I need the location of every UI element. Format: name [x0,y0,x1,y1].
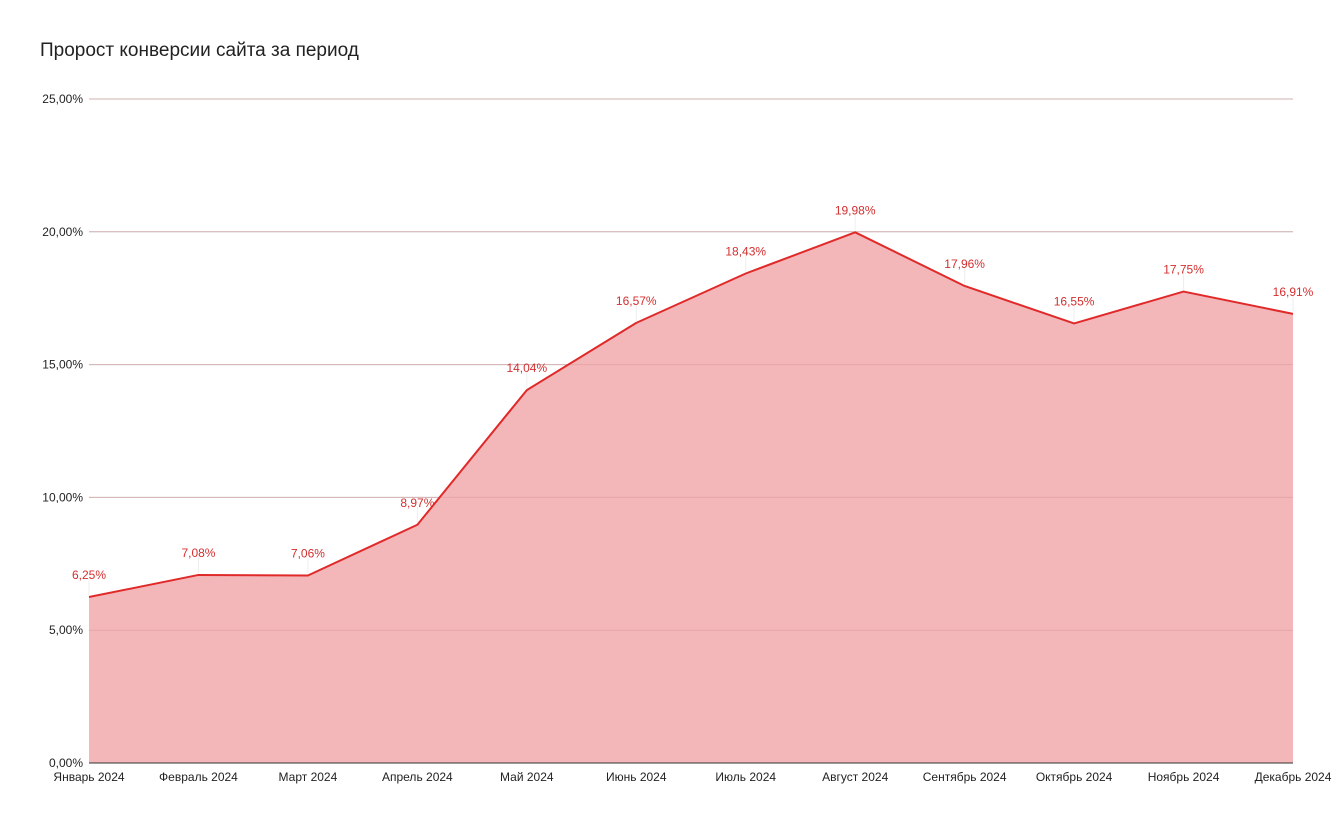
x-tick-label: Январь 2024 [53,770,124,784]
y-tick-label: 0,00% [49,756,83,770]
data-label: 14,04% [506,361,547,375]
x-tick-label: Октябрь 2024 [1036,770,1113,784]
chart-title: Пророст конверсии сайта за период [40,40,359,61]
y-tick-label: 25,00% [42,92,83,106]
data-label: 18,43% [725,244,766,258]
x-tick-label: Август 2024 [822,770,888,784]
x-tick-label: Февраль 2024 [159,770,238,784]
y-tick-label: 20,00% [42,225,83,239]
data-label: 17,96% [944,257,985,271]
x-tick-label: Май 2024 [500,770,554,784]
y-tick-label: 15,00% [42,358,83,372]
x-tick-label: Март 2024 [279,770,338,784]
data-label: 17,75% [1163,263,1204,277]
data-label: 7,06% [291,546,325,560]
data-label: 16,55% [1054,294,1095,308]
data-label: 7,08% [181,546,215,560]
series-line [88,231,1294,598]
x-tick-label: Декабрь 2024 [1255,770,1332,784]
y-tick-label: 10,00% [42,490,83,504]
data-label: 19,98% [835,203,876,217]
x-tick-label: Апрель 2024 [382,770,453,784]
x-tick-label: Ноябрь 2024 [1148,770,1220,784]
data-label: 8,97% [400,496,434,510]
x-tick-label: Сентябрь 2024 [923,770,1007,784]
data-label: 16,57% [616,294,657,308]
gridlines-overlay [89,98,1293,631]
x-tick-label: Июнь 2024 [606,770,667,784]
data-label: 16,91% [1273,285,1314,299]
y-tick-label: 5,00% [49,623,83,637]
x-tick-label: Июль 2024 [715,770,776,784]
data-label: 6,25% [72,568,106,582]
